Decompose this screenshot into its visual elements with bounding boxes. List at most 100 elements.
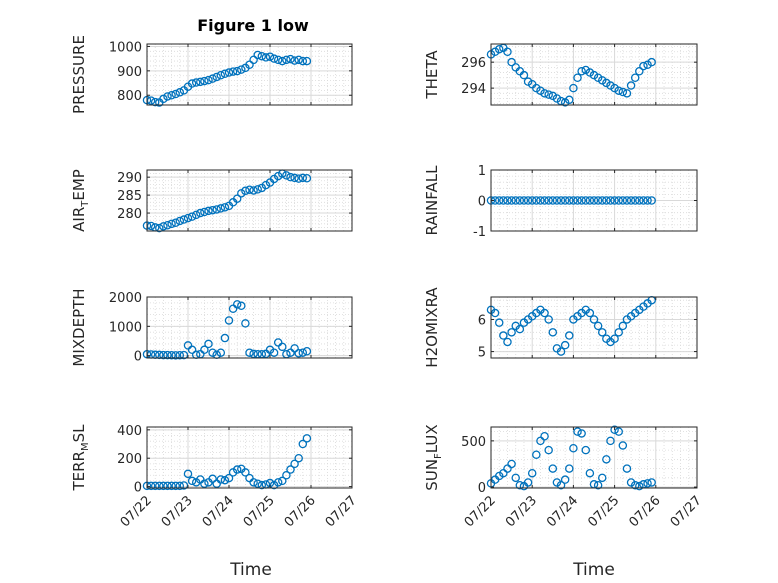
- chart5-point: [548, 328, 558, 337]
- chart3-point: [507, 196, 516, 205]
- chart1-point: [639, 61, 648, 71]
- chart1-point: [565, 95, 574, 105]
- chart5-point: [597, 328, 607, 337]
- chart2-point: [196, 208, 205, 218]
- chart6-point: [257, 480, 267, 490]
- chart7-point: [647, 478, 656, 487]
- chart7-point: [610, 425, 619, 435]
- chart7-point: [523, 478, 533, 487]
- chart2-point: [249, 186, 258, 195]
- chart3-point: [597, 196, 607, 205]
- chart2-point: [187, 212, 197, 221]
- chart0-point: [294, 55, 303, 65]
- chart6-xtick-label: 07/23: [159, 493, 196, 530]
- chart5-point: [503, 337, 512, 347]
- chart3-point: [593, 196, 603, 205]
- chart3-point: [573, 196, 582, 205]
- chart7-point: [585, 468, 595, 478]
- chart7-axes-box: [490, 426, 698, 489]
- chart3-point: [544, 196, 553, 205]
- chart0-point: [237, 65, 246, 74]
- chart6-point: [224, 473, 234, 483]
- chart2-ytick-label: 285: [117, 189, 142, 204]
- chart4-point: [200, 345, 209, 355]
- chart6-y-axis-label: TERRMSL: [70, 424, 91, 492]
- chart2-point: [241, 186, 250, 196]
- chart1-axes-box: [490, 43, 698, 106]
- chart1-point: [507, 57, 516, 67]
- chart3-point: [560, 196, 570, 205]
- chart4-point: [290, 344, 299, 353]
- chart0-point: [196, 77, 205, 87]
- chart4-ytick-label: 0: [134, 350, 142, 365]
- chart5-point: [560, 340, 570, 350]
- chart7-point: [560, 475, 570, 484]
- chart3-point: [515, 196, 525, 205]
- chart3-ytick-label: 0: [478, 195, 486, 210]
- chart1-point: [577, 67, 586, 76]
- chart0-point: [204, 75, 213, 85]
- chart2-point: [286, 172, 295, 182]
- chart2-point: [232, 194, 242, 203]
- chart0-point: [249, 55, 258, 65]
- chart1-point: [573, 73, 582, 82]
- chart6-point: [208, 474, 217, 484]
- x-axis-label-right: Time: [572, 560, 615, 580]
- chart4-point: [216, 348, 226, 357]
- chart5-point: [540, 308, 549, 318]
- chart3-point: [614, 196, 623, 205]
- chart5-ytick-label: 6: [478, 313, 486, 328]
- chart6-point: [286, 465, 295, 474]
- chart6-point: [183, 469, 193, 479]
- chart3-point: [585, 196, 595, 205]
- chart7-ytick-label: 500: [461, 435, 486, 450]
- chart1-point: [544, 90, 553, 99]
- chart4-point: [159, 350, 168, 360]
- chart4-point: [302, 347, 312, 356]
- chart5-point: [589, 315, 599, 324]
- chart7-point: [527, 468, 537, 478]
- chart3-point: [639, 196, 648, 205]
- chart4-point: [237, 301, 246, 311]
- chart0-point: [302, 56, 312, 66]
- chart3-point: [532, 196, 541, 205]
- chart2-point: [294, 174, 303, 183]
- chart3-point: [569, 196, 578, 205]
- chart0-point: [273, 55, 283, 65]
- chart5-ytick-label: 5: [478, 346, 486, 361]
- chart1-point: [626, 81, 636, 90]
- chart4-point: [163, 350, 172, 360]
- chart7-point: [556, 480, 566, 490]
- chart2-point: [282, 171, 291, 180]
- chart2-point: [208, 205, 217, 215]
- chart2-point: [179, 215, 189, 224]
- chart2-point: [191, 210, 201, 220]
- chart3-point: [565, 196, 574, 205]
- chart7-xtick-label: 07/24: [544, 493, 581, 530]
- chart5-point: [490, 308, 500, 318]
- chart4-point: [167, 350, 176, 360]
- chart6-point: [282, 470, 291, 480]
- chart6-point: [150, 481, 160, 491]
- chart2-point: [163, 221, 172, 230]
- chart0-point: [167, 90, 176, 100]
- chart7-point: [606, 436, 615, 446]
- chart0-point: [261, 53, 271, 62]
- chart2-ytick-label: 280: [117, 207, 142, 222]
- chart7-point: [593, 480, 603, 490]
- chart7-point: [602, 455, 611, 464]
- chart7-point: [635, 481, 644, 491]
- chart7-point: [548, 464, 558, 473]
- chart7-point: [515, 480, 525, 490]
- chart4-point: [294, 349, 303, 358]
- chart6-point: [159, 481, 168, 491]
- chart6-point: [232, 465, 242, 474]
- chart4-point: [175, 350, 185, 360]
- chart1-point: [503, 47, 512, 57]
- chart3-point: [618, 196, 628, 205]
- chart3-point: [511, 196, 520, 205]
- chart3-point: [589, 196, 599, 205]
- chart6-point: [241, 468, 250, 477]
- chart7-xtick-label: 07/23: [503, 493, 540, 530]
- chart6-axes-box: [146, 426, 353, 489]
